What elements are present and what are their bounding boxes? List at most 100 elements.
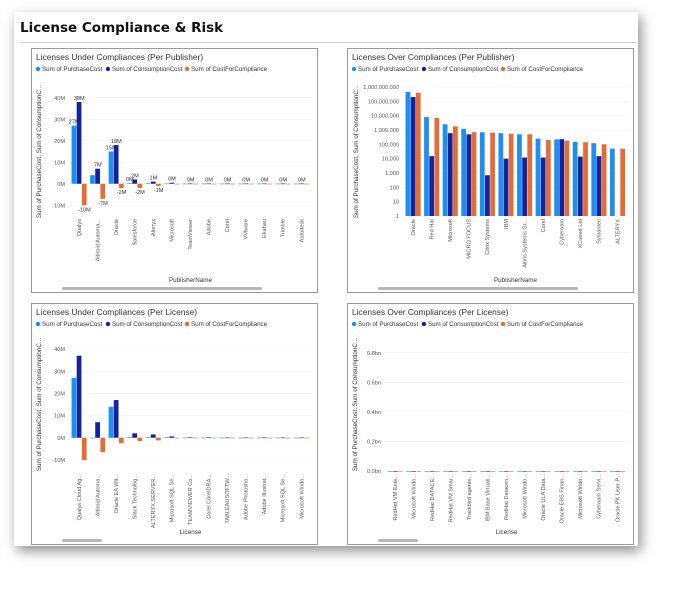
x-tick-label: TeamViewer [188,219,194,250]
bar [405,91,411,216]
legend-marker [35,321,41,327]
chart-svg: Licenses Over Compliances (Per Publisher… [351,52,629,290]
y-tick-label: -10M [52,203,65,209]
x-axis-title: PublisherName [494,277,538,284]
bar [211,183,217,185]
bar [248,183,254,185]
bar [554,471,560,472]
bar [304,437,310,439]
bar [201,183,207,185]
bar [187,437,193,438]
bar [230,437,235,439]
legend-marker [184,66,190,72]
bar [387,471,393,472]
x-tick-label: Microsoft [170,219,176,242]
x-tick-label: Cyberoam Servi... [597,474,603,519]
horizontal-scrollbar[interactable] [62,287,262,290]
bar [442,124,448,216]
y-tick-label: 10,000,000 [371,114,399,120]
bar [275,437,281,439]
x-tick-label: Oracle ULA Data... [541,474,547,521]
bar [248,437,254,439]
x-axis-title: PublisherName [169,277,213,284]
bar [466,134,472,216]
bar [535,138,541,216]
x-tick-label: Altiroid Automa... [95,474,101,517]
chart-panel-under-license[interactable]: Licenses Under Compliances (Per License)… [31,303,318,545]
y-axis-title: Sum of PurchaseCost, Sum of ConsumptionC… [36,85,43,219]
bar [145,437,151,438]
y-tick-label: 20M [54,139,65,145]
bar [527,471,533,472]
bar [448,471,454,472]
y-tick-label: 1,000,000 [374,128,399,134]
x-tick-label: Altiris Systems Gr... [522,219,528,268]
data-label: 0M [168,177,176,183]
chart-panel-over-publisher[interactable]: Licenses Over Compliances (Per Publisher… [347,48,634,293]
bar [498,133,504,216]
legend-label: Sum of ConsumptionCost [112,321,183,328]
data-label: 0M [279,178,287,184]
chart-panel-under-publisher[interactable]: Licenses Under Compliances (Per Publishe… [31,48,318,293]
y-tick-label: 100 [390,185,399,191]
bar [238,437,244,439]
bar [267,437,272,439]
bar [206,437,212,439]
data-label: 0M [298,178,306,184]
y-tick-label: 0.2bn [367,439,381,445]
y-tick-label: 40M [54,347,65,353]
horizontal-scrollbar[interactable] [62,539,102,542]
bar [169,182,175,184]
x-tick-label: Altiroid Automa... [95,219,101,262]
data-label: 38M [74,96,85,102]
horizontal-scrollbar[interactable] [378,539,418,542]
bar [108,406,114,438]
bar [225,183,230,185]
x-tick-label: IBM [504,219,510,229]
x-tick-label: VMware [244,219,250,240]
bar [256,437,262,439]
x-tick-label: RedHat VM Ente... [393,474,399,521]
bar [118,183,124,189]
bar [429,471,435,472]
x-tick-label: TEAMVIEWER Co... [188,474,194,525]
data-label: 0M [187,178,195,184]
x-tick-label: Citrix Systems [485,219,491,255]
bar [95,422,100,438]
bar [280,183,286,185]
bar [262,183,267,185]
bar [201,437,207,439]
x-tick-label: Qualys [77,219,83,237]
bar [564,471,570,472]
title-divider [20,42,637,43]
bar [541,471,546,472]
legend-marker [421,66,427,72]
bar [108,151,114,184]
bar [466,471,472,472]
y-tick-label: 100,000 [379,142,399,148]
bar [182,437,188,439]
horizontal-scrollbar[interactable] [378,287,578,290]
x-tick-label: Oracle [114,219,120,235]
bar [211,437,217,439]
x-tick-label: Microsoft [448,219,454,242]
bar [546,471,551,472]
y-tick-label: 1 [396,214,399,220]
legend-marker [105,66,111,72]
bar [193,183,198,185]
legend-marker [105,321,111,327]
bar [256,183,262,185]
bar [243,183,249,185]
y-tick-label: 0.6bn [367,380,381,386]
x-tick-label: Microsoft Windo... [523,474,529,519]
x-tick-label: Autodesk [299,219,305,243]
bar [540,157,546,216]
legend-label: Sum of PurchaseCost [42,66,102,73]
bar [406,471,411,472]
bar [424,471,430,472]
bar [155,437,161,441]
y-tick-label: 100,000,000 [368,99,399,105]
bar [415,92,421,216]
chart-panel-over-license[interactable]: Licenses Over Compliances (Per License) S… [347,303,634,545]
bar [503,158,509,216]
